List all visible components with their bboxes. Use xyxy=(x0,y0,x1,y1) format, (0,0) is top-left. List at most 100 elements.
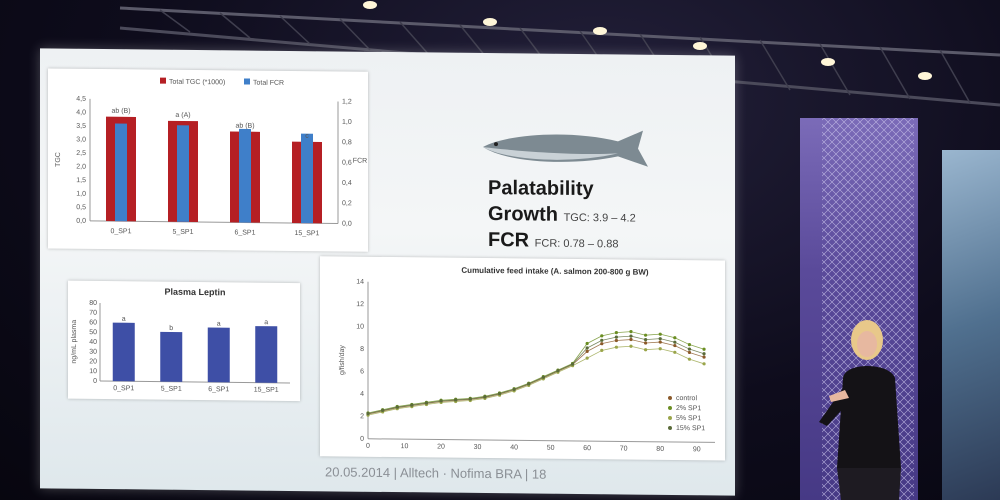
projected-slide: 0,0 0,5 1,0 1,5 2,0 2,5 3,0 3,5 4,0 4,5 0,0 0,2 0,4 0… xyxy=(40,48,735,496)
headline-fcr: FCR FCR: 0.78 – 0.88 xyxy=(488,229,619,252)
x-tick-label: 80 xyxy=(656,446,664,453)
y2-tick-label: 0,2 xyxy=(342,200,352,207)
bar-annotation: c xyxy=(305,133,309,140)
leptin-chart: Plasma Leptin 0 10 20 30 40 50 60 70 80 ng/mL plas… xyxy=(71,287,290,394)
bar-annotation: b xyxy=(169,325,173,332)
feed-intake-chart-panel: Cumulative feed intake (A. salmon 200-80… xyxy=(320,256,725,461)
legend-label-tgc: Total TGC (*1000) xyxy=(169,79,225,87)
y-tick-label: 70 xyxy=(89,310,97,317)
legend-marker xyxy=(668,425,672,430)
y-tick-label: 20 xyxy=(89,358,97,365)
y2-tick-label: 0,4 xyxy=(342,180,352,187)
y-tick-label: 1,0 xyxy=(76,191,86,198)
bar-annotation: a xyxy=(217,321,221,328)
x-tick-label: 5_SP1 xyxy=(161,386,182,393)
y-tick-label: 30 xyxy=(89,349,97,356)
data-point xyxy=(702,355,706,359)
bar-fcr xyxy=(177,125,189,222)
y-tick-label: 0 xyxy=(93,378,97,385)
y-tick-label: 4,5 xyxy=(76,96,86,103)
feed-intake-chart: Cumulative feed intake (A. salmon 200-80… xyxy=(339,266,715,453)
x-tick-label: 10 xyxy=(401,443,409,450)
legend-swatch-tgc xyxy=(160,77,166,84)
x-tick-label: 15_SP1 xyxy=(254,387,279,394)
y-tick-label: 14 xyxy=(356,279,364,286)
y-axis-label: TGC xyxy=(55,152,62,167)
chart-title: Cumulative feed intake (A. salmon 200-80… xyxy=(461,266,648,277)
y-tick-label: 2,5 xyxy=(76,150,86,157)
bar-leptin xyxy=(207,327,230,383)
y2-tick-label: 1,2 xyxy=(342,99,352,106)
y-tick-label: 3,0 xyxy=(76,136,86,143)
bar-fcr xyxy=(115,123,127,222)
y-tick-label: 3,5 xyxy=(76,123,86,130)
legend-swatch-fcr xyxy=(244,78,250,85)
x-tick-label: 6_SP1 xyxy=(208,386,229,393)
headline-growth: Growth TGC: 3.9 – 4.2 xyxy=(488,203,636,226)
bar-fcr xyxy=(301,133,313,224)
x-tick-label: 70 xyxy=(620,445,628,452)
x-tick-label: 60 xyxy=(583,445,591,452)
y-tick-label: 0 xyxy=(360,436,364,443)
bar-leptin xyxy=(112,322,135,382)
series-line xyxy=(367,339,705,415)
y2-axis-label: FCR xyxy=(353,158,367,165)
y-tick-label: 1,5 xyxy=(76,177,86,184)
y-tick-label: 4 xyxy=(360,391,364,398)
y2-tick-label: 0,6 xyxy=(342,160,352,167)
salmon-image xyxy=(483,130,648,167)
y-tick-label: 8 xyxy=(360,346,364,353)
series-line xyxy=(367,331,705,414)
legend-marker xyxy=(668,405,672,410)
series-line xyxy=(367,335,705,414)
y2-tick-label: 0,8 xyxy=(342,139,352,146)
leptin-chart-panel: Plasma Leptin 0 10 20 30 40 50 60 70 80 ng/mL plas… xyxy=(68,280,300,402)
y-tick-label: 80 xyxy=(89,300,97,307)
stage-truss xyxy=(119,1,1000,107)
presenter xyxy=(819,320,901,500)
y-tick-label: 10 xyxy=(89,368,97,375)
legend-label: 5% SP1 xyxy=(676,415,701,422)
bar-fcr xyxy=(239,128,251,223)
tgc-fcr-chart: 0,0 0,5 1,0 1,5 2,0 2,5 3,0 3,5 4,0 4,5 0,0 0,2 0,4 0… xyxy=(55,77,367,237)
y2-tick-label: 0,0 xyxy=(342,221,352,228)
far-right-screen xyxy=(942,150,1000,500)
y-tick-label: 2,0 xyxy=(76,164,86,171)
legend-marker xyxy=(668,395,672,400)
y-tick-label: 60 xyxy=(89,319,97,326)
data-point xyxy=(702,362,706,366)
tgc-fcr-chart-panel: 0,0 0,5 1,0 1,5 2,0 2,5 3,0 3,5 4,0 4,5 0,0 0,2 0,4 0… xyxy=(48,68,368,252)
y-tick-label: 6 xyxy=(360,368,364,375)
y-tick-label: 4,0 xyxy=(76,109,86,116)
x-tick-label: 0_SP1 xyxy=(113,385,134,392)
slide-footer: 20.05.2014 | Alltech · Nofima BRA | 18 xyxy=(325,464,547,482)
x-tick-label: 6_SP1 xyxy=(234,229,255,236)
bar-annotation: a xyxy=(122,316,126,323)
y-axis-label: g/fish/day xyxy=(339,345,346,376)
legend-label: 2% SP1 xyxy=(676,405,701,412)
x-tick-label: 0_SP1 xyxy=(110,228,131,235)
legend-label: control xyxy=(676,395,697,402)
bar-annotation: a (A) xyxy=(175,112,190,119)
data-point xyxy=(702,352,706,356)
y-tick-label: 10 xyxy=(356,324,364,331)
x-tick-label: 0 xyxy=(366,443,370,450)
x-tick-label: 90 xyxy=(693,446,701,453)
y-tick-label: 50 xyxy=(89,329,97,336)
x-tick-label: 15_SP1 xyxy=(295,230,320,237)
y-tick-label: 40 xyxy=(89,339,97,346)
bar-annotation: ab (B) xyxy=(111,108,130,115)
x-tick-label: 40 xyxy=(510,444,518,451)
legend-label-fcr: Total FCR xyxy=(253,80,284,87)
series-line xyxy=(367,345,705,416)
data-point xyxy=(702,347,706,351)
x-tick-label: 5_SP1 xyxy=(172,229,193,236)
chart-title: Plasma Leptin xyxy=(164,287,225,298)
x-axis-line xyxy=(368,438,715,443)
legend-label: 15% SP1 xyxy=(676,425,705,432)
y-tick-label: 0,5 xyxy=(76,204,86,211)
growth-note: TGC: 3.9 – 4.2 xyxy=(563,211,636,225)
data-point xyxy=(366,412,370,416)
bar-annotation: a xyxy=(264,319,268,326)
